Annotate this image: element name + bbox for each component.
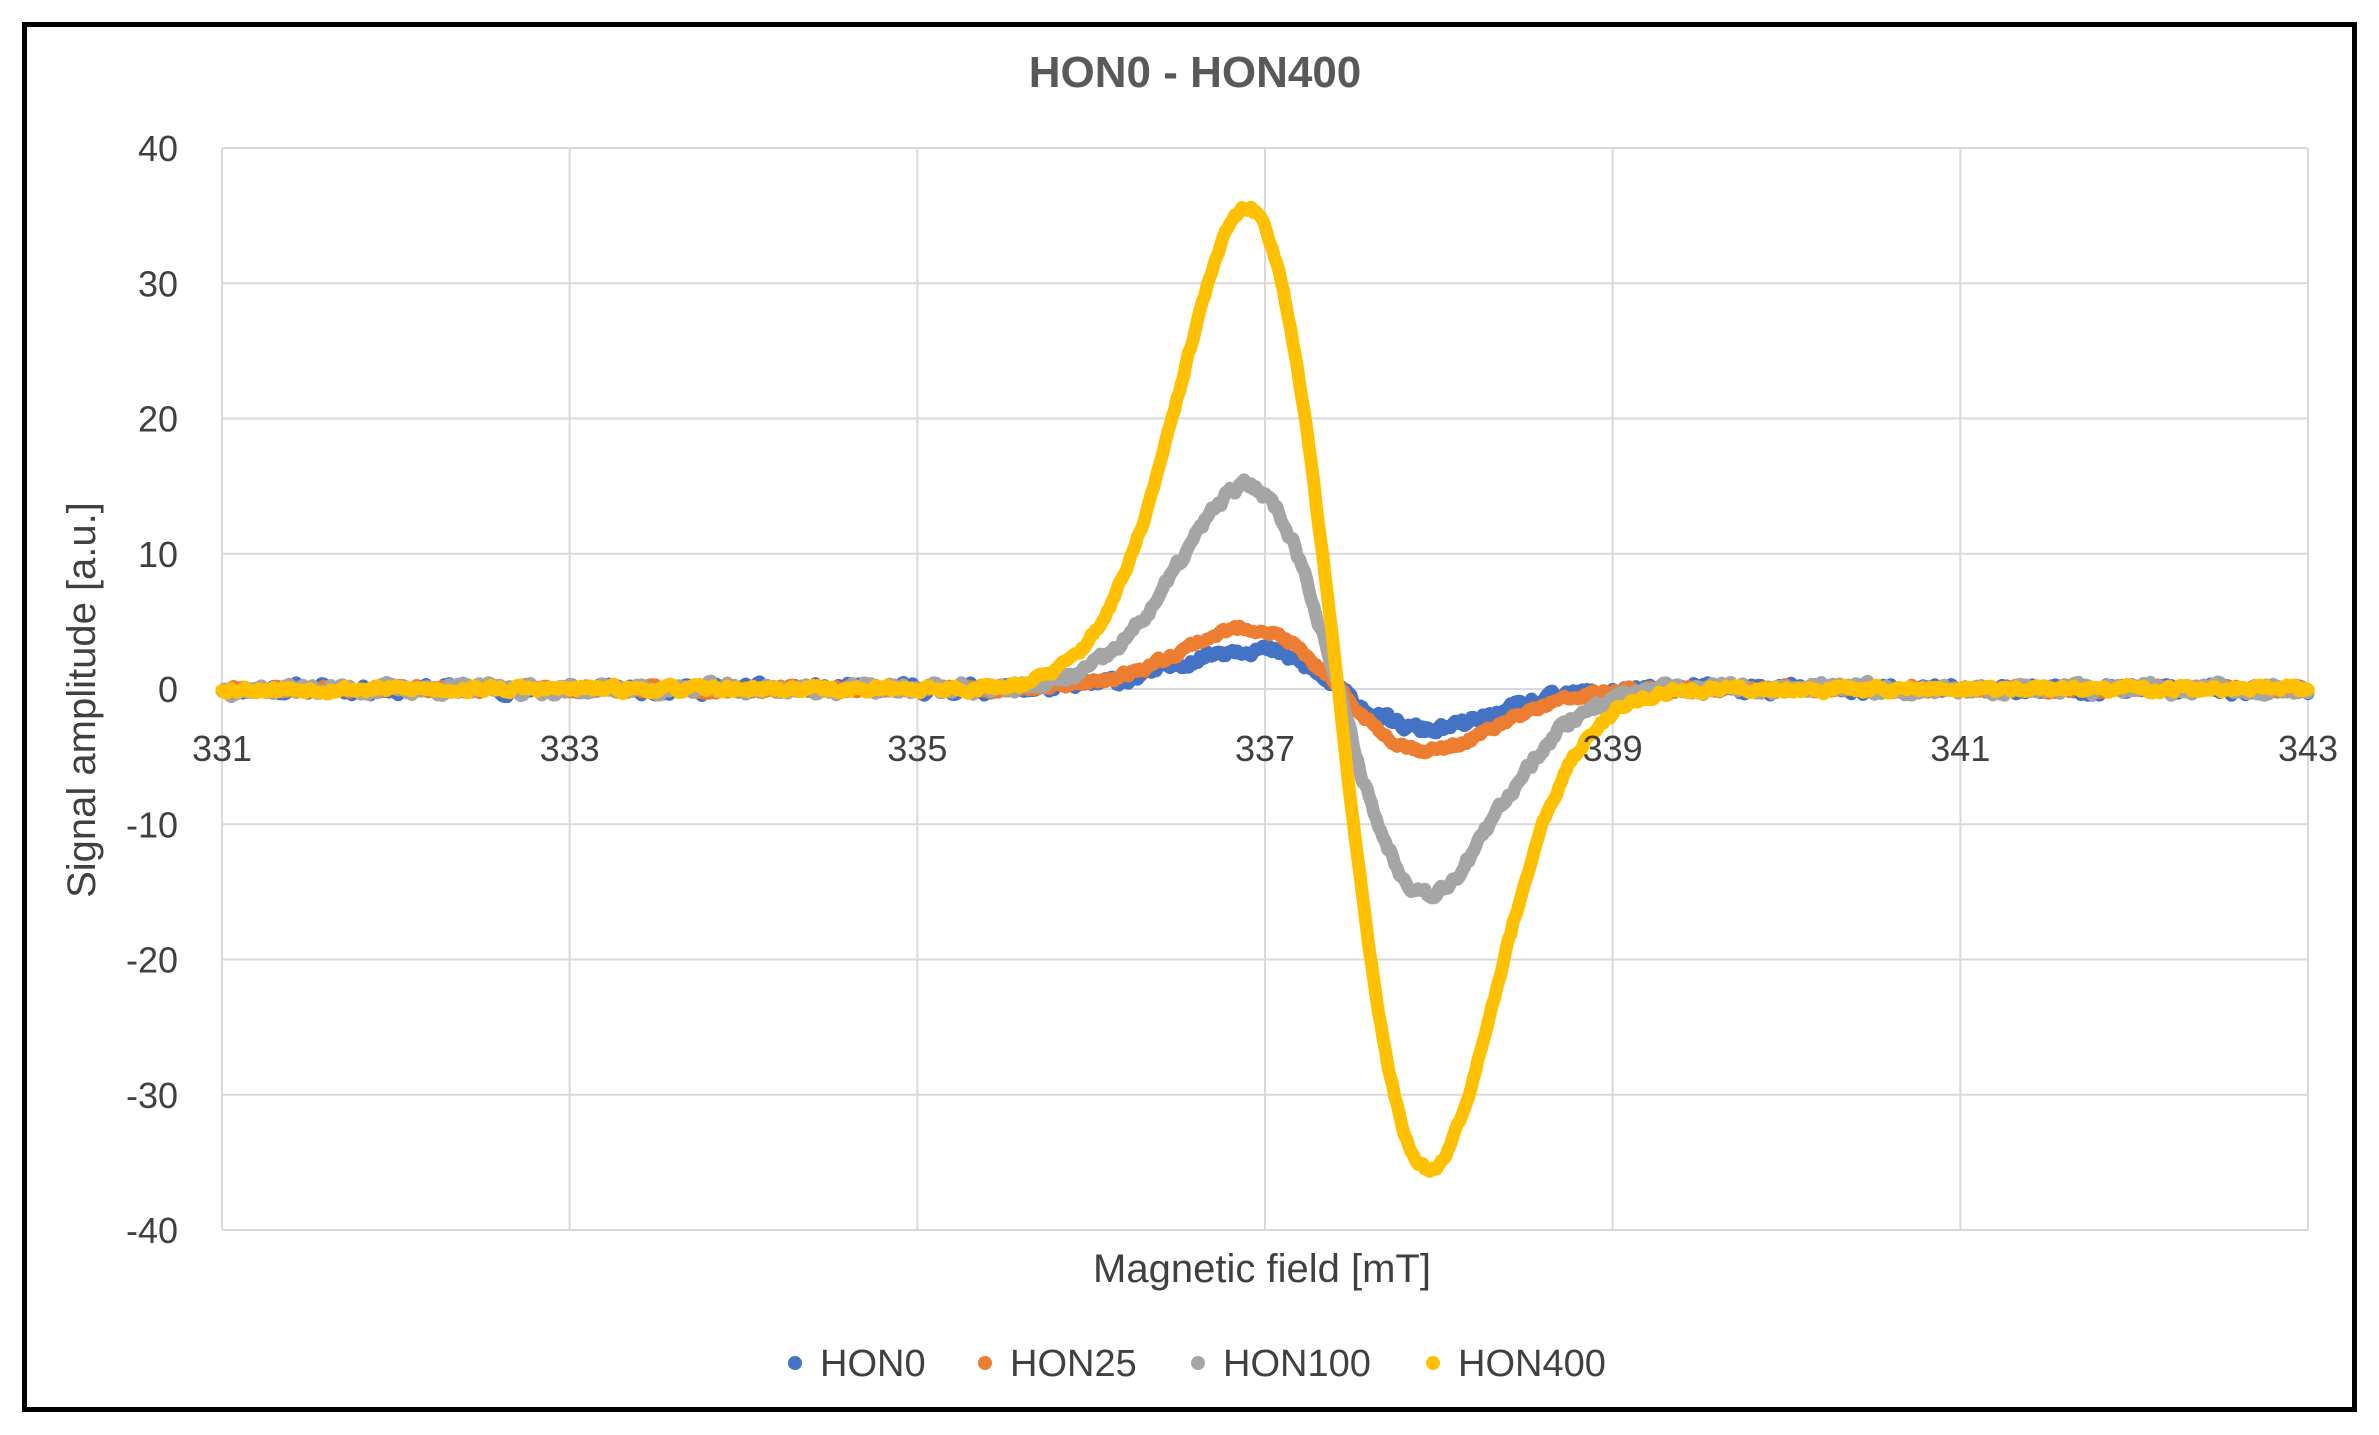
x-tick-label: 337	[1235, 728, 1295, 769]
series-line-hon400	[215, 200, 2315, 1178]
legend: HON0 HON25 HON100 HON400	[788, 1343, 1606, 1385]
chart-frame	[22, 22, 2357, 1412]
y-tick-label: 30	[138, 263, 178, 304]
legend-marker-hon400	[1426, 1356, 1440, 1370]
x-tick-label: 335	[887, 728, 947, 769]
y-tick-label: 10	[138, 534, 178, 575]
y-axis-title: Signal amplitude [a.u.]	[60, 502, 104, 898]
y-tick-label: -40	[126, 1210, 178, 1251]
y-tick-labels: 40 30 20 10 0 -10 -20 -30 -40	[126, 128, 178, 1251]
y-tick-label: 20	[138, 399, 178, 440]
y-tick-label: 40	[138, 128, 178, 169]
x-tick-label: 341	[1930, 728, 1990, 769]
x-tick-label: 333	[540, 728, 600, 769]
data-series	[215, 200, 2315, 1178]
legend-marker-hon100	[1191, 1356, 1205, 1370]
x-tick-label: 331	[192, 728, 252, 769]
x-tick-labels: 331 333 335 337 339 341 343	[192, 728, 2338, 769]
chart-title: HON0 - HON400	[1029, 48, 1362, 97]
legend-marker-hon25	[978, 1356, 992, 1370]
y-tick-label: -10	[126, 804, 178, 845]
y-tick-label: -20	[126, 940, 178, 981]
legend-label-hon25: HON25	[1010, 1343, 1137, 1385]
legend-label-hon0: HON0	[820, 1343, 926, 1385]
legend-marker-hon0	[788, 1356, 802, 1370]
x-tick-label: 339	[1583, 728, 1643, 769]
legend-label-hon400: HON400	[1458, 1343, 1606, 1385]
y-tick-label: -30	[126, 1075, 178, 1116]
y-tick-label: 0	[158, 669, 178, 710]
x-tick-label: 343	[2278, 728, 2338, 769]
legend-label-hon100: HON100	[1223, 1343, 1371, 1385]
x-axis-title: Magnetic field [mT]	[1093, 1247, 1431, 1291]
